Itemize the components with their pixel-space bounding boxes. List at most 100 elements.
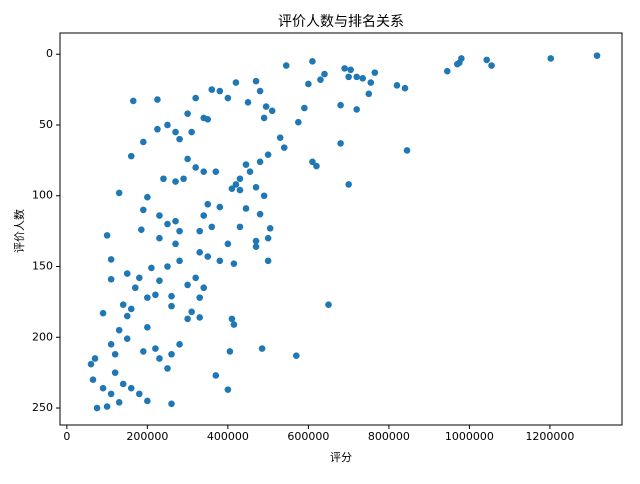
point	[204, 200, 212, 208]
point	[184, 315, 191, 323]
point	[127, 384, 135, 392]
point	[160, 175, 167, 183]
point	[242, 205, 250, 212]
point	[401, 84, 409, 92]
point	[184, 281, 191, 289]
point	[196, 314, 203, 321]
point	[252, 237, 260, 245]
point	[176, 227, 183, 235]
point	[224, 240, 232, 248]
point	[353, 73, 361, 81]
point	[111, 369, 119, 376]
point	[236, 223, 244, 231]
point	[176, 135, 183, 143]
chart-title: 评价人数与排名关系	[278, 14, 404, 30]
point	[140, 206, 147, 214]
point	[192, 94, 199, 102]
point	[176, 341, 183, 348]
point	[266, 224, 274, 232]
point	[232, 181, 240, 188]
point	[156, 212, 163, 219]
point	[264, 234, 272, 242]
point	[168, 350, 175, 358]
point	[156, 277, 163, 284]
point	[111, 350, 119, 358]
point	[341, 65, 348, 72]
point	[325, 301, 332, 309]
point	[228, 315, 236, 323]
point	[164, 220, 171, 228]
point	[204, 116, 212, 123]
point	[208, 86, 216, 93]
point	[154, 125, 161, 133]
point	[184, 155, 191, 163]
point	[236, 175, 244, 183]
x-tick-label: 400000	[207, 430, 249, 443]
point	[293, 352, 300, 359]
point	[176, 257, 183, 265]
point	[246, 168, 254, 175]
point	[107, 256, 115, 263]
point	[107, 341, 115, 348]
point	[119, 301, 127, 309]
point	[337, 101, 344, 109]
point	[156, 355, 163, 362]
point	[89, 376, 97, 384]
point	[252, 77, 260, 85]
point	[87, 360, 95, 368]
point	[107, 390, 115, 398]
point	[309, 158, 316, 166]
point	[454, 60, 461, 68]
point	[244, 99, 252, 106]
point	[232, 79, 240, 86]
point	[212, 372, 220, 379]
point	[107, 275, 115, 283]
point	[192, 274, 199, 282]
point	[131, 284, 139, 292]
point	[115, 326, 123, 334]
point	[593, 52, 601, 59]
point	[115, 399, 123, 406]
point	[256, 87, 264, 95]
point	[168, 302, 175, 310]
point	[168, 400, 175, 408]
x-tick-label: 1000000	[445, 430, 494, 443]
point	[154, 96, 161, 103]
point	[264, 257, 272, 265]
point	[123, 335, 131, 342]
x-tick-label: 200000	[126, 430, 168, 443]
point	[260, 192, 268, 200]
point	[138, 226, 145, 234]
point	[216, 87, 224, 95]
point	[103, 232, 111, 239]
point	[256, 158, 264, 166]
point	[119, 380, 127, 388]
point	[443, 67, 451, 75]
point	[144, 294, 151, 301]
point	[216, 257, 224, 265]
point	[164, 121, 171, 129]
point	[129, 97, 137, 105]
point	[172, 240, 179, 248]
point	[224, 94, 232, 102]
point	[196, 227, 203, 235]
point	[367, 79, 375, 86]
y-tick-label: 50	[39, 118, 53, 131]
point	[123, 270, 131, 277]
point	[305, 80, 312, 88]
point	[212, 168, 220, 175]
point	[93, 404, 101, 412]
x-tick-label: 600000	[287, 430, 329, 443]
point	[345, 73, 352, 81]
point	[321, 70, 328, 78]
point	[403, 147, 411, 154]
point	[99, 309, 107, 317]
y-tick-label: 150	[32, 260, 53, 273]
x-tick-label: 1200000	[525, 430, 574, 443]
point	[188, 128, 195, 136]
point	[371, 69, 379, 76]
point	[252, 243, 260, 250]
point	[236, 186, 244, 194]
plot-frame	[59, 32, 623, 426]
